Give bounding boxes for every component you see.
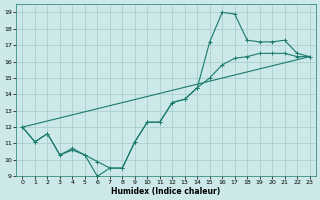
X-axis label: Humidex (Indice chaleur): Humidex (Indice chaleur) <box>111 187 221 196</box>
